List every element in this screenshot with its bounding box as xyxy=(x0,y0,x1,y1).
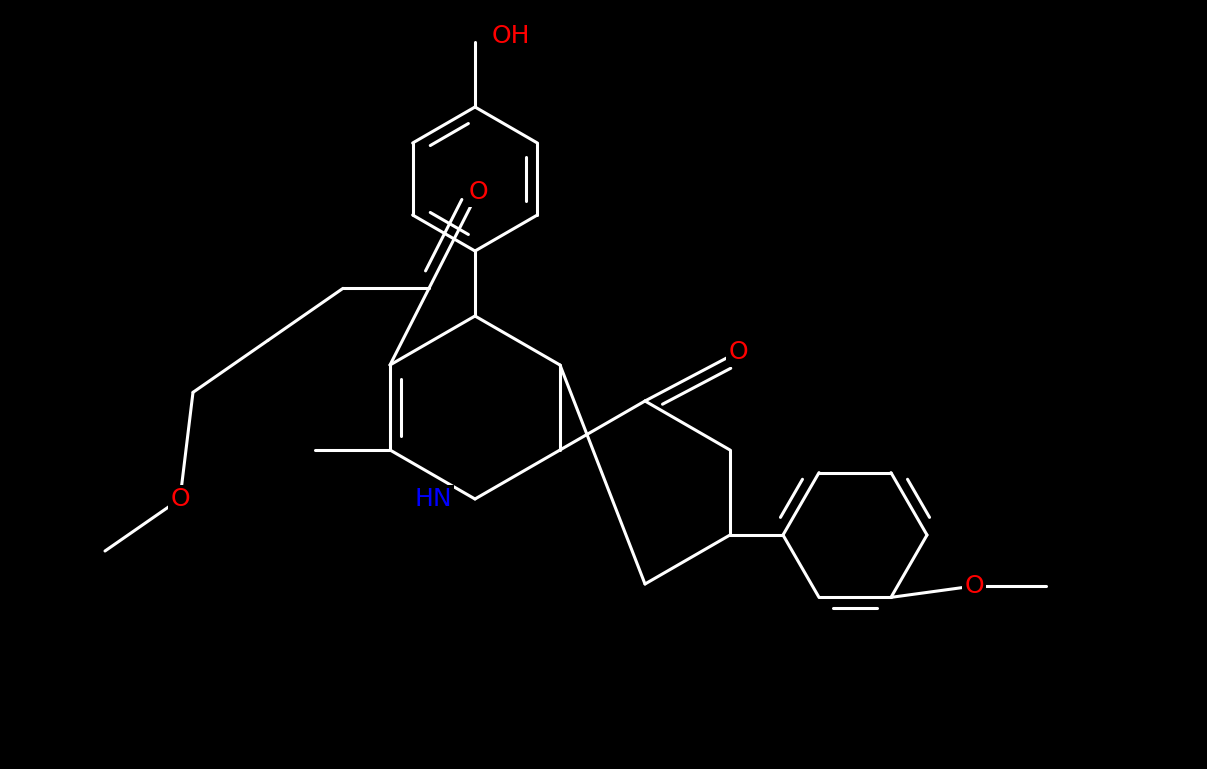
Text: O: O xyxy=(728,340,748,364)
Text: OH: OH xyxy=(491,24,530,48)
Text: O: O xyxy=(964,574,984,598)
Text: HN: HN xyxy=(414,487,451,511)
Text: O: O xyxy=(468,180,488,204)
Text: O: O xyxy=(170,487,189,511)
